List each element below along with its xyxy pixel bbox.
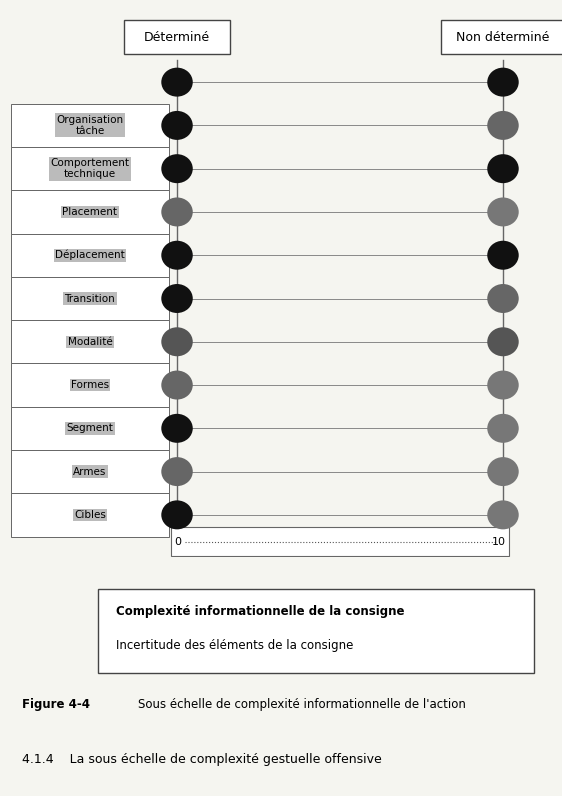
Circle shape <box>487 327 519 357</box>
Bar <box>11 407 169 450</box>
Text: Segment: Segment <box>66 423 114 433</box>
Bar <box>11 450 169 494</box>
Text: Organisation
tâche: Organisation tâche <box>56 115 124 136</box>
Text: Incertitude des éléments de la consigne: Incertitude des éléments de la consigne <box>116 638 353 652</box>
Circle shape <box>161 327 193 357</box>
Bar <box>11 320 169 364</box>
Circle shape <box>487 371 519 400</box>
Text: Modalité: Modalité <box>67 337 112 347</box>
Circle shape <box>487 197 519 226</box>
Text: Transition: Transition <box>65 294 115 303</box>
Bar <box>171 528 509 556</box>
Bar <box>124 21 230 54</box>
Circle shape <box>161 371 193 400</box>
Bar <box>11 190 169 233</box>
Circle shape <box>161 284 193 313</box>
Text: Formes: Formes <box>71 380 109 390</box>
Text: Cibles: Cibles <box>74 510 106 520</box>
Text: 4.1.4    La sous échelle de complexité gestuelle offensive: 4.1.4 La sous échelle de complexité gest… <box>22 753 382 766</box>
Circle shape <box>487 68 519 96</box>
Text: Placement: Placement <box>62 207 117 217</box>
Text: Complexité informationnelle de la consigne: Complexité informationnelle de la consig… <box>116 605 404 618</box>
Text: Non déterminé: Non déterminé <box>456 31 550 44</box>
Bar <box>11 277 169 320</box>
Circle shape <box>487 501 519 529</box>
Circle shape <box>487 284 519 313</box>
Text: Déplacement: Déplacement <box>55 250 125 260</box>
Circle shape <box>161 457 193 486</box>
Bar <box>11 364 169 407</box>
Circle shape <box>161 154 193 183</box>
Bar <box>11 494 169 537</box>
Circle shape <box>487 457 519 486</box>
Bar <box>11 103 169 147</box>
Text: Déterminé: Déterminé <box>144 31 210 44</box>
Text: Sous échelle de complexité informationnelle de l'action: Sous échelle de complexité informationne… <box>138 698 465 711</box>
Bar <box>441 21 562 54</box>
Circle shape <box>161 240 193 270</box>
Circle shape <box>161 197 193 226</box>
Bar <box>11 147 169 190</box>
Circle shape <box>161 414 193 443</box>
Circle shape <box>487 240 519 270</box>
Text: 10: 10 <box>492 537 506 547</box>
Text: Comportement
technique: Comportement technique <box>51 158 129 179</box>
Circle shape <box>161 501 193 529</box>
Circle shape <box>487 111 519 140</box>
Text: Armes: Armes <box>73 466 107 477</box>
Circle shape <box>161 111 193 140</box>
Bar <box>11 233 169 277</box>
Circle shape <box>487 154 519 183</box>
Text: Figure 4-4: Figure 4-4 <box>22 698 90 711</box>
Circle shape <box>161 68 193 96</box>
Text: 0: 0 <box>174 537 181 547</box>
Circle shape <box>487 414 519 443</box>
